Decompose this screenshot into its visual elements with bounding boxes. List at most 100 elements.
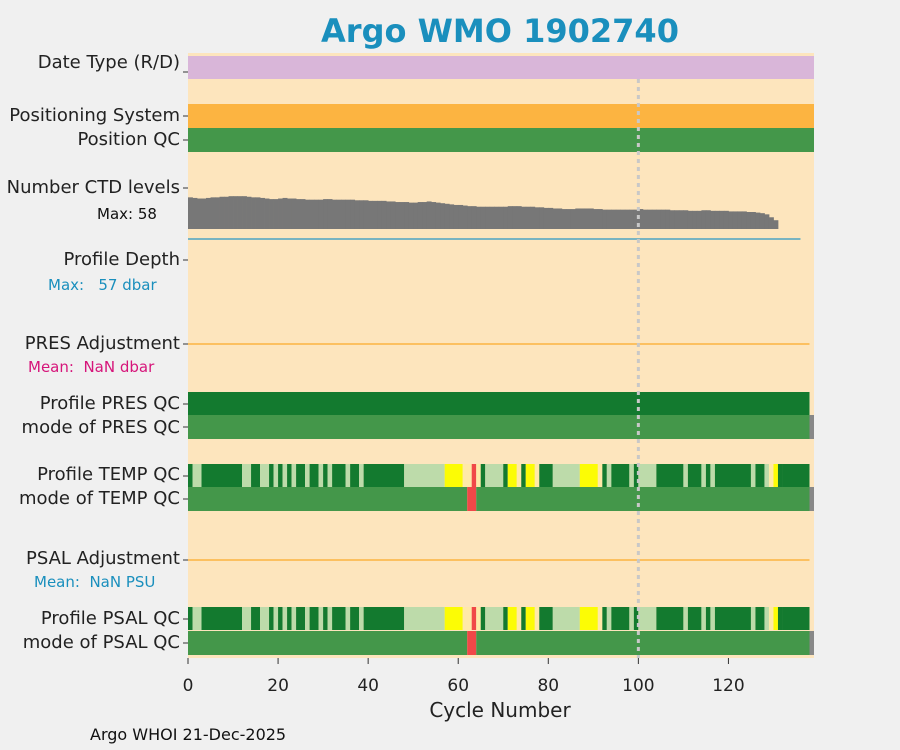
x-tick-label: 20 (267, 676, 289, 696)
ctd-level-bar (633, 209, 639, 229)
profile-temp-qc-segment (350, 464, 360, 487)
profile-psal-qc-segment (687, 607, 702, 630)
ctd-level-bar (660, 209, 666, 229)
label-ctd-levels: Number CTD levels (6, 177, 180, 198)
plot-area (188, 53, 814, 658)
profile-psal-qc-segment (242, 607, 252, 630)
ctd-level-bar (575, 208, 581, 229)
profile-temp-qc-segment (260, 464, 270, 487)
ctd-level-bar (359, 200, 365, 229)
ctd-level-bar (701, 210, 707, 229)
ctd-level-bar (341, 199, 347, 229)
label-profile-pres-qc: Profile PRES QC (39, 393, 180, 414)
ctd-level-bar (719, 210, 725, 229)
ctd-level-bar (368, 200, 374, 229)
label-psal-adjustment: PSAL Adjustment (25, 548, 180, 569)
profile-psal-qc-segment (521, 607, 526, 630)
ctd-level-bar (498, 206, 504, 229)
ctd-level-bar (773, 220, 779, 229)
ctd-level-bar (759, 213, 765, 229)
profile-psal-qc-segment (305, 607, 310, 630)
ctd-level-bar (264, 198, 270, 229)
ctd-level-bar (260, 197, 265, 229)
profile-temp-qc-segment (755, 464, 765, 487)
profile-temp-qc-segment (633, 464, 639, 487)
ctd-level-bar (323, 199, 329, 229)
profile-temp-qc-segment (201, 464, 243, 487)
ctd-level-bar (287, 198, 292, 229)
profile-psal-qc-segment (471, 607, 477, 630)
profile-temp-qc-segment (606, 464, 612, 487)
ctd-level-bar (521, 206, 527, 229)
ctd-level-bar (390, 201, 396, 229)
ctd-level-bar (579, 208, 585, 229)
profile-temp-qc-segment (192, 464, 202, 487)
profile-temp-qc-segment (602, 464, 607, 487)
ctd-level-bar (624, 209, 630, 229)
profile-psal-qc-segment (714, 607, 751, 630)
footer-text: Argo WHOI 21-Dec-2025 (90, 725, 287, 744)
x-tick-label: 60 (447, 676, 469, 696)
profile-psal-qc-segment (597, 607, 603, 630)
profile-temp-qc-segment (332, 464, 346, 487)
mode-temp-qc-segment (809, 487, 814, 511)
ctd-level-bar (570, 209, 576, 229)
label-positioning-system: Positioning System (9, 105, 180, 126)
ctd-level-bar (539, 207, 545, 229)
ctd-level-bar (381, 200, 387, 229)
label-date-type: Date Type (R/D) (37, 52, 180, 73)
profile-psal-qc-segment (188, 607, 193, 630)
ctd-level-bar (552, 208, 558, 229)
ctd-level-bar (696, 210, 702, 229)
profile-psal-qc-segment (345, 607, 351, 630)
ctd-level-bar (678, 210, 684, 229)
ctd-level-bar (404, 202, 410, 229)
profile-psal-qc-segment (251, 607, 261, 630)
ctd-level-bar (350, 199, 356, 229)
ctd-level-bar (273, 199, 279, 229)
ctd-level-bar (215, 197, 220, 229)
profile-psal-qc-segment (350, 607, 360, 630)
ctd-level-bar (710, 210, 716, 229)
mode-psal-qc-segment (476, 631, 810, 655)
ctd-level-bar (467, 206, 473, 229)
ctd-level-bar (210, 197, 216, 229)
ctd-level-bar (314, 199, 320, 229)
ctd-level-bar (296, 199, 301, 229)
profile-psal-qc-segment (539, 607, 553, 630)
profile-psal-qc-segment (503, 607, 508, 630)
profile-psal-qc-segment (201, 607, 243, 630)
ctd-level-bar (611, 209, 617, 229)
ctd-level-bar (485, 206, 491, 229)
profile-temp-qc-segment (404, 464, 445, 487)
profile-temp-qc-segment (579, 464, 598, 487)
mode-psal-qc-segment (809, 631, 814, 655)
profile-psal-qc-segment (768, 607, 774, 630)
profile-psal-qc-segment (750, 607, 756, 630)
profile-psal-qc-segment (296, 607, 306, 630)
ctd-level-bar (548, 207, 554, 229)
profile-temp-qc-segment (768, 464, 774, 487)
ctd-level-bar (588, 208, 594, 229)
ctd-level-bar (471, 206, 477, 229)
profile-psal-qc-segment (611, 607, 630, 630)
ctd-level-bar (615, 209, 621, 229)
profile-temp-qc-segment (318, 464, 324, 487)
profile-temp-qc-segment (710, 464, 715, 487)
ctd-level-bar (188, 197, 193, 229)
ctd-level-bar (651, 209, 657, 229)
profile-temp-qc-segment (188, 464, 193, 487)
mode-pres-qc-missing (809, 415, 814, 439)
date-type-band (188, 56, 814, 79)
x-tick-label: 40 (357, 676, 379, 696)
ctd-level-bar (246, 196, 252, 229)
profile-temp-qc-segment (345, 464, 351, 487)
profile-psal-qc-segment (404, 607, 445, 630)
x-tick-label: 0 (183, 676, 194, 696)
ctd-level-bar (642, 209, 648, 229)
profile-temp-qc-segment (503, 464, 508, 487)
ctd-level-bar (377, 200, 383, 229)
chart-title: Argo WMO 1902740 (321, 12, 679, 50)
mode-temp-qc-segment (476, 487, 810, 511)
ctd-level-bar (494, 206, 500, 229)
